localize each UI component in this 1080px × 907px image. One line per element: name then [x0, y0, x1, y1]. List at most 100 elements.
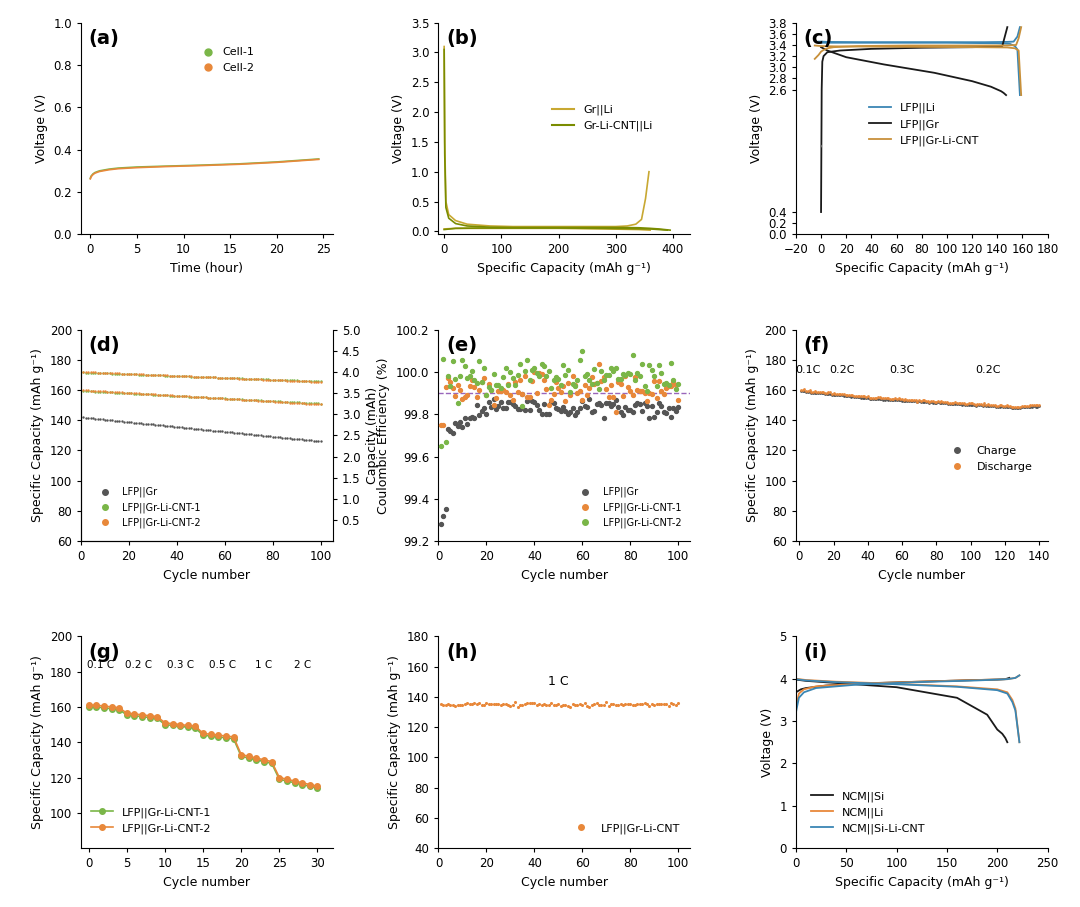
Point: [461, 379, 478, 394]
Point: [120, 386, 137, 401]
Point: [271, 395, 288, 409]
Point: [1015, 399, 1032, 414]
Point: [163, 419, 180, 434]
Point: [449, 418, 467, 433]
Point: [180, 369, 198, 384]
Point: [298, 395, 315, 410]
Point: [492, 395, 510, 409]
Point: [212, 391, 229, 405]
Point: [969, 396, 986, 411]
Point: [180, 369, 198, 384]
Point: [860, 391, 877, 405]
Point: [852, 389, 869, 404]
Point: [499, 697, 516, 712]
Point: [153, 418, 171, 433]
Legend: LFP||Gr, LFP||Gr-Li-CNT-1, LFP||Gr-Li-CNT-2: LFP||Gr, LFP||Gr-Li-CNT-1, LFP||Gr-Li-CN…: [571, 483, 686, 532]
Text: 0.1 C: 0.1 C: [86, 660, 113, 670]
Point: [917, 395, 934, 409]
Point: [483, 383, 500, 397]
Point: [855, 390, 873, 405]
Point: [905, 394, 922, 408]
Point: [648, 697, 665, 711]
Point: [84, 366, 102, 380]
Point: [308, 374, 325, 388]
Point: [312, 374, 329, 388]
Point: [212, 391, 229, 405]
Point: [202, 391, 219, 405]
Point: [846, 389, 863, 404]
Point: [945, 396, 962, 411]
Point: [188, 369, 205, 384]
Point: [640, 698, 658, 713]
Point: [834, 386, 851, 401]
Point: [77, 384, 94, 398]
Point: [571, 697, 589, 711]
Point: [593, 374, 610, 388]
Point: [526, 365, 543, 379]
Point: [108, 385, 125, 399]
Point: [183, 389, 200, 404]
Point: [883, 392, 901, 406]
Point: [1028, 399, 1045, 414]
Point: [279, 373, 296, 387]
Point: [111, 366, 129, 381]
Point: [80, 366, 97, 380]
Point: [127, 415, 145, 430]
Point: [461, 411, 478, 425]
Point: [437, 502, 455, 517]
Point: [302, 396, 320, 411]
Point: [619, 403, 636, 417]
Y-axis label: Coulombic Efficiency (%): Coulombic Efficiency (%): [377, 357, 390, 513]
Point: [634, 697, 651, 712]
Point: [291, 395, 308, 410]
Point: [214, 371, 231, 385]
Point: [477, 387, 495, 402]
Text: (b): (b): [446, 29, 477, 48]
Point: [951, 396, 969, 411]
Point: [1000, 400, 1017, 414]
Point: [646, 697, 663, 712]
Point: [908, 395, 926, 409]
Point: [636, 379, 653, 394]
Point: [281, 395, 298, 410]
Point: [667, 405, 685, 419]
Point: [228, 392, 245, 406]
Point: [664, 401, 681, 415]
Point: [283, 395, 300, 410]
Point: [489, 385, 507, 399]
Point: [111, 385, 129, 400]
Point: [816, 386, 834, 401]
Point: [94, 366, 111, 380]
Point: [619, 697, 636, 711]
Point: [293, 374, 310, 388]
Point: [104, 385, 121, 400]
Point: [90, 366, 107, 380]
Point: [286, 432, 303, 446]
Point: [948, 397, 966, 412]
Point: [958, 397, 975, 412]
Point: [954, 397, 971, 412]
Point: [247, 393, 265, 407]
Point: [116, 366, 133, 381]
Point: [576, 696, 593, 710]
Point: [983, 398, 1000, 413]
Point: [571, 353, 589, 367]
Point: [273, 373, 291, 387]
Point: [444, 354, 461, 368]
Point: [463, 697, 481, 711]
Point: [218, 392, 235, 406]
Point: [502, 365, 519, 379]
Point: [444, 381, 461, 395]
Point: [989, 400, 1007, 414]
Point: [931, 395, 948, 409]
Point: [447, 388, 464, 403]
Point: [967, 398, 984, 413]
Point: [622, 697, 639, 711]
Point: [200, 370, 217, 385]
Point: [204, 370, 221, 385]
Point: [615, 698, 632, 713]
Point: [926, 395, 943, 410]
Point: [571, 384, 589, 398]
Point: [518, 352, 536, 366]
Point: [624, 405, 642, 419]
